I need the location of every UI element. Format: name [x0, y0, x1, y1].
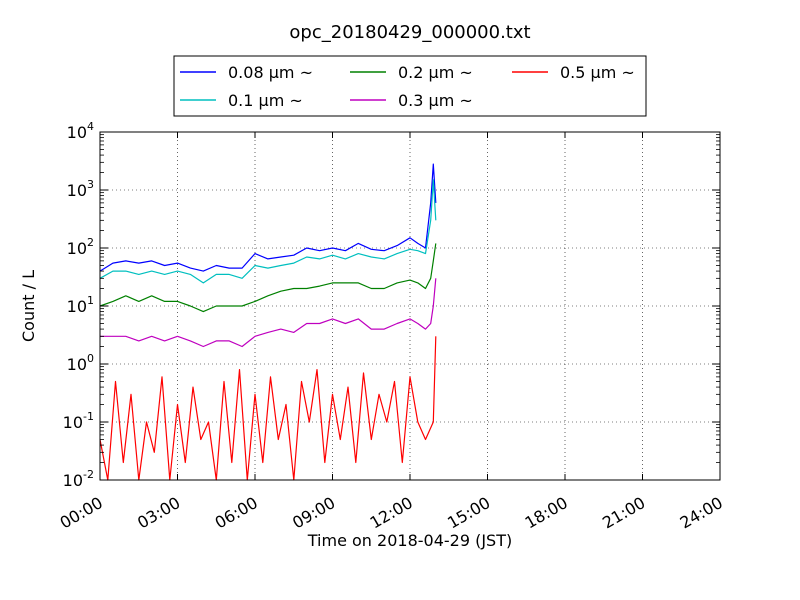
series-line-2	[99, 243, 437, 313]
y-tick-label: 103	[67, 178, 94, 200]
x-tick-labels: 00:00 03:00 06:00 09:00 12:00 15:00 18:00 21:00…	[57, 493, 726, 533]
y-tick-labels: 10-2 10-1 100 101 102 103 104	[63, 120, 94, 490]
x-tick-label: 03:00	[134, 493, 183, 533]
x-tick-label: 00:00	[57, 493, 106, 533]
x-tick-label: 09:00	[289, 493, 338, 533]
series-line-1	[99, 179, 437, 284]
y-tick-label: 102	[67, 236, 94, 258]
chart-title: opc_20180429_000000.txt	[289, 22, 530, 43]
legend-box	[173, 55, 647, 117]
legend-label-3: 0.3 μm ~	[398, 91, 473, 110]
legend-label-1: 0.1 μm ~	[228, 91, 303, 110]
series-layer	[99, 163, 437, 481]
y-tick-label: 10-1	[63, 410, 94, 432]
ticks	[99, 131, 721, 481]
y-tick-label: 100	[67, 352, 94, 374]
series-line-0	[99, 163, 437, 272]
x-tick-label: 24:00	[677, 493, 726, 533]
x-tick-label: 15:00	[444, 493, 493, 533]
x-tick-label: 18:00	[522, 493, 571, 533]
series-line-4	[99, 336, 437, 481]
series-line-3	[100, 278, 437, 348]
legend: 0.08 μm ~ 0.1 μm ~ 0.2 μm ~ 0.3 μm ~ 0.5 μm …	[173, 55, 647, 117]
legend-label-2: 0.2 μm ~	[398, 63, 473, 82]
x-axis-label: Time on 2018-04-29 (JST)	[307, 531, 512, 550]
x-tick-label: 06:00	[212, 493, 261, 533]
legend-label-4: 0.5 μm ~	[560, 63, 635, 82]
y-tick-label: 101	[67, 294, 94, 316]
y-tick-label: 104	[67, 120, 94, 142]
y-tick-label: 10-2	[63, 468, 94, 490]
x-tick-label: 21:00	[599, 493, 648, 533]
y-axis-label: Count / L	[19, 270, 38, 342]
legend-label-0: 0.08 μm ~	[228, 63, 313, 82]
grid	[100, 132, 720, 480]
x-tick-label: 12:00	[367, 493, 416, 533]
